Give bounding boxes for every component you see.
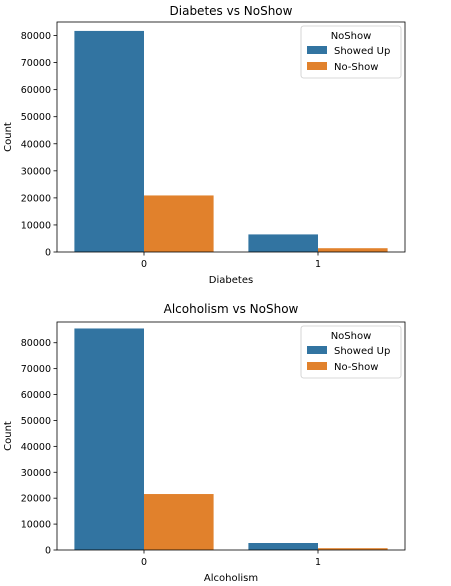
y-axis-label: Count [3, 421, 14, 451]
y-tick-label: 80000 [21, 338, 51, 349]
y-tick-label: 70000 [21, 58, 51, 69]
legend-label-0: Showed Up [334, 346, 390, 357]
y-tick-label: 60000 [21, 85, 51, 96]
plot-frame [56, 21, 406, 253]
bar-no-show-1 [318, 248, 388, 252]
y-tick-label: 20000 [21, 494, 51, 505]
bar-no-show-0 [144, 494, 214, 550]
legend-label-1: No-Show [334, 62, 378, 73]
legend: NoShow Showed Up No-Show [300, 25, 402, 79]
y-tick-label: 30000 [21, 166, 51, 177]
legend-swatch-1 [307, 362, 327, 370]
legend-label-0: Showed Up [334, 46, 390, 57]
chart-2: Alcoholism vs NoShow 0 10000 20000 30000 4000… [3, 302, 406, 584]
legend-title: NoShow [331, 31, 372, 42]
y-tick-label: 70000 [21, 364, 51, 375]
legend-swatch-0 [307, 46, 327, 54]
legend: NoShow Showed Up No-Show [300, 325, 402, 379]
x-axis-label: Diabetes [209, 275, 253, 286]
chart-title: Diabetes vs NoShow [170, 4, 293, 18]
y-tick-label: 40000 [21, 442, 51, 453]
chart-1: Diabetes vs NoShow 0 10000 20000 30000 40000 5… [3, 4, 406, 286]
legend-swatch-1 [307, 62, 327, 70]
bar-showed-up-1 [248, 543, 318, 550]
legend-title: NoShow [331, 331, 372, 342]
y-tick-label: 10000 [21, 220, 51, 231]
plot-frame [56, 321, 406, 551]
bar-showed-up-1 [248, 234, 318, 252]
y-tick-label: 40000 [21, 139, 51, 150]
y-tick-label: 50000 [21, 112, 51, 123]
y-tick-label: 10000 [21, 520, 51, 531]
x-axis-label: Alcoholism [204, 573, 258, 584]
x-tick-label: 1 [315, 557, 321, 568]
bar-showed-up-0 [74, 328, 144, 550]
bar-no-show-0 [144, 195, 214, 252]
x-tick-label: 0 [141, 259, 147, 270]
y-tick-label: 80000 [21, 31, 51, 42]
y-tick-label: 50000 [21, 416, 51, 427]
y-tick-label: 20000 [21, 193, 51, 204]
y-tick-label: 30000 [21, 468, 51, 479]
bar-no-show-1 [318, 548, 388, 550]
y-tick-label: 0 [45, 248, 51, 259]
y-tick-label: 0 [45, 546, 51, 557]
legend-swatch-0 [307, 346, 327, 354]
x-tick-label: 1 [315, 259, 321, 270]
y-axis-label: Count [3, 122, 14, 152]
y-tick-label: 60000 [21, 390, 51, 401]
chart-title: Alcoholism vs NoShow [164, 302, 299, 316]
x-tick-label: 0 [141, 557, 147, 568]
bar-showed-up-0 [74, 30, 144, 252]
legend-label-1: No-Show [334, 362, 378, 373]
